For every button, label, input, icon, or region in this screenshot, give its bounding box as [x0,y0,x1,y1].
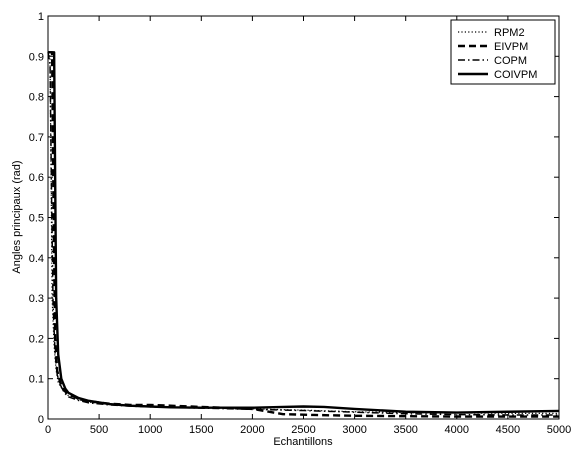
x-tick-label: 1000 [138,424,162,436]
y-tick-label: 0.7 [29,132,44,144]
x-tick-label: 2000 [240,424,264,436]
y-tick-label: 0 [38,414,44,426]
legend-item-eivpm: EIVPM [458,41,528,53]
y-tick-label: 0.6 [29,172,44,184]
x-tick-label: 1500 [189,424,213,436]
x-tick-label: 3000 [342,424,366,436]
y-tick-label: 0.2 [29,333,44,345]
series-layer [47,51,560,418]
legend: RPM2 EIVPM COPM COIVPM [450,19,556,85]
x-axis: 0 500 1000 1500 2000 2500 3000 3500 4000 4500 5000 [45,16,571,436]
series-line-coivpm [48,51,560,414]
y-tick-label: 0.8 [29,92,44,104]
legend-label-coivpm: COIVPM [494,69,537,81]
legend-label-copm: COPM [494,55,527,67]
x-tick-label: 4500 [496,424,520,436]
x-tick-label: 3500 [393,424,417,436]
y-axis-title: Angles principaux (rad) [11,160,23,273]
y-tick-label: 0.1 [29,374,44,386]
legend-label-eivpm: EIVPM [494,41,528,53]
legend-label-rpm2: RPM2 [494,27,525,39]
y-axis: 0 0.1 0.2 0.3 0.4 0.5 0.6 0.7 0.8 0.9 1 [29,11,559,426]
x-tick-label: 500 [90,424,108,436]
series-line-copm [47,52,559,416]
y-tick-label: 0.4 [29,253,44,265]
x-tick-label: 0 [45,424,51,436]
x-tick-label: 4000 [445,424,469,436]
x-axis-title: Echantillons [273,436,333,448]
y-tick-label: 1 [38,11,44,23]
legend-item-rpm2: RPM2 [458,27,525,39]
y-tick-label: 0.9 [29,51,44,63]
legend-item-coivpm: COIVPM [458,69,537,81]
x-tick-label: 2500 [291,424,315,436]
y-tick-label: 0.5 [29,213,44,225]
legend-item-copm: COPM [458,55,527,67]
y-tick-label: 0.3 [29,293,44,305]
x-tick-label: 5000 [547,424,571,436]
